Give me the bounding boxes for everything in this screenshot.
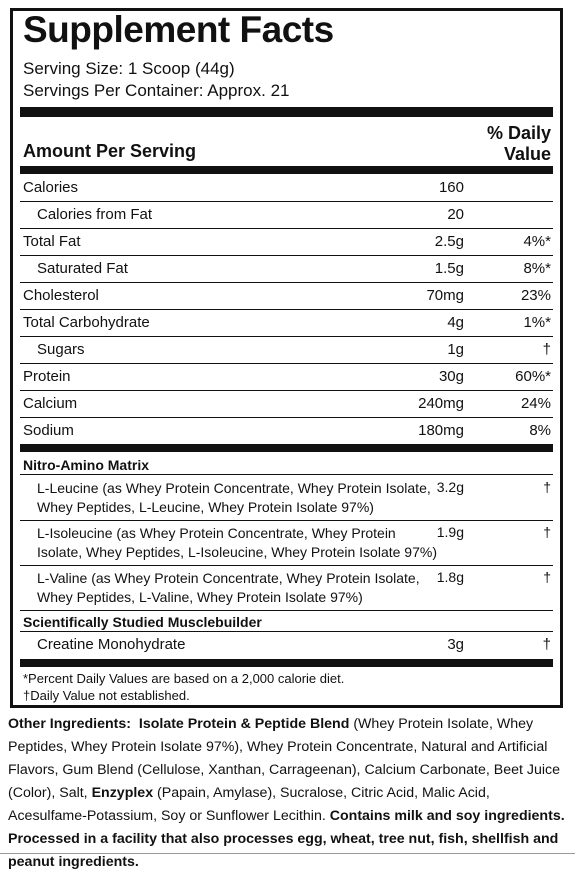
amino-row: L-Valine (as Whey Protein Concentrate, W…	[20, 565, 553, 611]
amino-dv: †	[543, 524, 551, 540]
daily-value-header-line1: % Daily	[486, 123, 551, 143]
creatine-label: Creatine Monohydrate	[37, 636, 186, 653]
amino-row: L-Leucine (as Whey Protein Concentrate, …	[20, 475, 553, 521]
nutrient-row: Total Carbohydrate 4g 1%*	[20, 310, 553, 337]
nutrient-dv: 8%*	[523, 260, 551, 277]
nutrient-label: Sodium	[23, 422, 74, 439]
musclebuilder-title: Scientifically Studied Musclebuilder	[23, 614, 262, 630]
creatine-row: Creatine Monohydrate 3g †	[20, 632, 553, 658]
divider	[20, 520, 553, 521]
nutrient-dv: 1%*	[523, 314, 551, 331]
nutrient-row: Calories 160	[20, 175, 553, 202]
creatine-amount: 3g	[447, 636, 464, 653]
nutrient-amount: 70mg	[426, 287, 464, 304]
daily-value-header: % Daily Value	[487, 123, 551, 165]
nutrient-amount: 180mg	[418, 422, 464, 439]
nutrient-dv: 4%*	[523, 233, 551, 250]
footnote-not-established: †Daily Value not established.	[23, 688, 190, 703]
nutrient-label: Total Carbohydrate	[23, 314, 150, 331]
nutrient-label: Sugars	[37, 341, 85, 358]
nutrient-row: Cholesterol 70mg 23%	[20, 283, 553, 310]
nutrient-dv: 23%	[520, 287, 551, 304]
divider	[20, 474, 553, 475]
medium-divider	[20, 166, 553, 174]
nutrient-amount: 240mg	[418, 395, 464, 412]
nutrient-amount: 30g	[438, 368, 464, 385]
ingredients-label: Other Ingredients:	[8, 716, 131, 732]
amino-label: L-Valine (as Whey Protein Concentrate, W…	[37, 570, 420, 605]
divider	[20, 565, 553, 566]
amount-per-serving-header: Amount Per Serving	[23, 141, 197, 161]
nutrient-label: Calcium	[23, 395, 78, 412]
amino-label: L-Isoleucine (as Whey Protein Concentrat…	[37, 525, 437, 560]
nutrient-amount: 1.5g	[434, 260, 464, 277]
nutrient-row: Saturated Fat 1.5g 8%*	[20, 256, 553, 283]
ingredients-text: (Whey Protein Isolate, Whey Peptides, Wh…	[8, 716, 561, 801]
nutrient-label: Cholesterol	[23, 287, 99, 304]
divider	[20, 631, 553, 632]
nutrient-row: Protein 30g 60%*	[20, 364, 553, 391]
serving-size: Serving Size: 1 Scoop (44g)	[23, 59, 235, 78]
nutrient-dv: 24%	[520, 395, 551, 412]
nutrient-label: Protein	[23, 368, 71, 385]
amino-amount: 1.8g	[436, 569, 464, 585]
nutrient-dv: †	[542, 341, 551, 358]
nutrient-label: Calories	[23, 179, 79, 196]
nutrient-label: Total Fat	[23, 233, 81, 250]
nutrient-amount: 4g	[447, 314, 464, 331]
thick-divider	[20, 107, 553, 117]
nutrient-label: Saturated Fat	[37, 260, 128, 277]
nutrient-amount: 1g	[447, 341, 464, 358]
amino-dv: †	[543, 569, 551, 585]
nutrient-row: Sugars 1g †	[20, 337, 553, 364]
creatine-dv: †	[542, 636, 551, 653]
nutrient-dv: 60%*	[515, 368, 551, 385]
panel-title: Supplement Facts	[23, 9, 334, 50]
amino-row: L-Isoleucine (as Whey Protein Concentrat…	[20, 520, 553, 566]
amino-amount: 1.9g	[436, 524, 464, 540]
nutrient-row: Total Fat 2.5g 4%*	[20, 229, 553, 256]
nutrient-amount: 160	[438, 179, 464, 196]
nutrient-row: Sodium 180mg 8%	[20, 418, 553, 444]
nutrient-label: Calories from Fat	[37, 206, 153, 223]
medium-divider	[20, 444, 553, 452]
blend-name: Isolate Protein & Peptide Blend	[138, 716, 350, 732]
matrix-title: Nitro-Amino Matrix	[23, 457, 149, 473]
bottom-rule	[0, 853, 575, 854]
amino-amount: 3.2g	[436, 479, 464, 495]
supplement-facts-panel: Supplement Facts Serving Size: 1 Scoop (…	[10, 8, 563, 708]
other-ingredients: Other Ingredients: Isolate Protein & Pep…	[8, 713, 570, 874]
nutrient-amount: 2.5g	[434, 233, 464, 250]
servings-per-container: Servings Per Container: Approx. 21	[23, 81, 290, 100]
nutrient-amount: 20	[447, 206, 464, 223]
divider	[20, 610, 553, 611]
amino-label: L-Leucine (as Whey Protein Concentrate, …	[37, 480, 431, 515]
footnote-dv: *Percent Daily Values are based on a 2,0…	[23, 671, 345, 686]
nutrient-row: Calcium 240mg 24%	[20, 391, 553, 418]
enzyme-name: Enzyplex	[91, 785, 154, 801]
ingredients-text: (Papain, Amylase), Sucralose, Citric Aci…	[8, 785, 490, 824]
medium-divider	[20, 659, 553, 667]
nutrient-row: Calories from Fat 20	[20, 202, 553, 229]
amino-dv: †	[543, 479, 551, 495]
daily-value-header-line2: Value	[503, 144, 551, 164]
nutrient-dv: 8%	[529, 422, 551, 439]
